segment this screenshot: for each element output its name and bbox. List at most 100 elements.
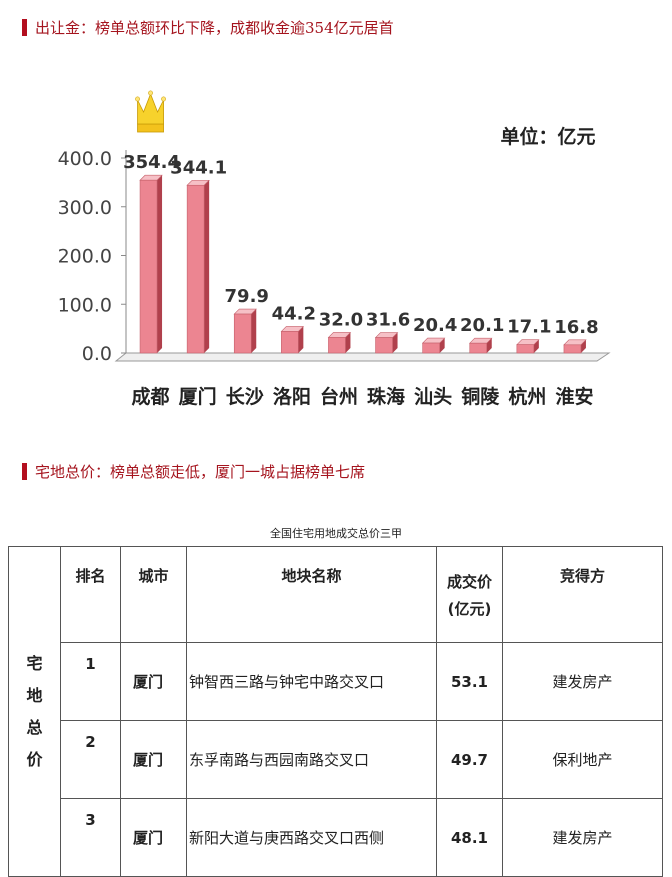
header-price-line2: (亿元) — [447, 599, 492, 618]
bar-side — [486, 338, 492, 353]
side-label-char: 价 — [26, 749, 43, 769]
table-header-row: 宅 地 总 价 排名 城市 地块名称 成交价 (亿元) 竞得方 — [8, 546, 663, 877]
data-label: 17.1 — [507, 317, 551, 338]
row-rank: 3 — [60, 798, 121, 877]
category-label: 厦门 — [179, 385, 217, 408]
data-label: 32.0 — [319, 309, 363, 330]
data-label: 20.4 — [413, 315, 457, 336]
heading-marker — [22, 18, 27, 36]
row-price: 48.1 — [436, 798, 503, 877]
bar-淮安 — [563, 339, 587, 354]
bar-长沙 — [233, 308, 257, 354]
category-label: 杭州 — [508, 385, 546, 408]
data-label: 16.8 — [554, 317, 598, 338]
category-label: 淮安 — [555, 385, 593, 408]
row-city: 厦门 — [120, 798, 187, 877]
bar-side — [204, 180, 210, 353]
bar-洛阳 — [280, 326, 305, 354]
bar-side — [533, 339, 539, 353]
crown-jewel — [148, 90, 154, 96]
row-rank: 2 — [60, 720, 121, 799]
header-price: 成交价 (亿元) — [436, 546, 503, 643]
table-title: 全国住宅用地成交总价三甲 — [270, 527, 402, 540]
header-winner: 竞得方 — [502, 546, 663, 643]
data-label: 44.2 — [272, 303, 316, 324]
table-row: 3 厦门 新阳大道与庚西路交叉口西侧 48.1 建发房产 — [9, 798, 663, 877]
row-winner: 建发房产 — [502, 642, 663, 721]
category-label: 铜陵 — [461, 385, 500, 408]
row-price: 49.7 — [436, 720, 503, 799]
crown-band — [137, 123, 164, 133]
row-plot: 东孚南路与西园南路交叉口 — [186, 720, 437, 799]
table-row: 1 厦门 钟智西三路与钟宅中路交叉口 53.1 建发房产 — [9, 642, 663, 721]
bar-side — [157, 175, 163, 353]
bar-厦门 — [186, 179, 210, 354]
bar-front — [469, 342, 488, 354]
bar-front — [139, 179, 158, 354]
category-label: 珠海 — [367, 385, 405, 408]
bar-front — [563, 344, 582, 354]
data-label: 31.6 — [366, 310, 410, 331]
bar-front — [281, 331, 299, 354]
heading-marker — [22, 462, 27, 480]
bar-front — [375, 337, 393, 354]
bar-side — [580, 339, 586, 353]
section-heading-land-revenue: 出让金：榜单总额环比下降，成都收金逾354亿元居首 — [22, 16, 394, 38]
residential-total-price-table: 宅 地 总 价 排名 城市 地块名称 成交价 (亿元) 竞得方 1 厦门 钟智西… — [8, 546, 663, 877]
side-label-char: 地 — [26, 685, 43, 705]
bar-珠海 — [374, 332, 399, 354]
y-tick-label: 400.0 — [58, 148, 112, 170]
crown-icon — [135, 90, 167, 133]
category-label: 洛阳 — [273, 385, 311, 408]
crown-jewel — [161, 96, 167, 102]
header-city: 城市 — [120, 546, 187, 643]
y-tick-label: 200.0 — [58, 246, 112, 268]
category-label: 成都 — [132, 385, 170, 408]
bar-side — [439, 338, 445, 353]
side-label-char: 宅 — [26, 653, 43, 673]
side-label-char: 总 — [26, 717, 43, 737]
side-label: 宅 地 总 价 — [8, 546, 61, 877]
row-price: 53.1 — [436, 642, 503, 721]
bar-汕头 — [421, 337, 446, 354]
section-heading-residential-total: 宅地总价：榜单总额走低，厦门一城占据榜单七席 — [22, 460, 365, 482]
crown-jewel — [135, 96, 141, 102]
header-plot: 地块名称 — [186, 546, 437, 643]
chart-svg: 0.0 100.0 200.0 300.0 400.0 354.4 成都 344.1 厦门 79… — [58, 90, 611, 408]
bar-side — [392, 332, 398, 353]
bar-台州 — [327, 332, 352, 354]
bar-成都 — [139, 174, 163, 354]
header-rank: 排名 — [60, 546, 121, 643]
bar-side — [298, 326, 304, 353]
data-label: 354.4 — [123, 152, 180, 173]
bar-front — [328, 337, 346, 354]
section-heading-text: 出让金：榜单总额环比下降，成都收金逾354亿元居首 — [35, 18, 394, 37]
row-city: 厦门 — [120, 642, 187, 721]
bar-铜陵 — [469, 337, 493, 354]
bar-front — [186, 184, 205, 354]
row-plot: 钟智西三路与钟宅中路交叉口 — [186, 642, 437, 721]
row-winner: 建发房产 — [502, 798, 663, 877]
data-label: 79.9 — [225, 286, 269, 307]
crown-points — [137, 92, 164, 125]
section-heading-text: 宅地总价：榜单总额走低，厦门一城占据榜单七席 — [35, 462, 366, 481]
row-rank: 1 — [60, 642, 121, 721]
chart-floor — [114, 352, 611, 362]
bar-front — [516, 344, 535, 354]
unit-label: 单位：亿元 — [500, 125, 595, 148]
row-winner: 保利地产 — [502, 720, 663, 799]
y-tick-label: 100.0 — [58, 294, 112, 316]
data-label: 20.1 — [460, 315, 504, 336]
table-row: 2 厦门 东孚南路与西园南路交叉口 49.7 保利地产 — [9, 720, 663, 799]
y-tick-label: 300.0 — [58, 197, 112, 219]
category-label: 台州 — [320, 385, 358, 408]
row-city: 厦门 — [120, 720, 187, 799]
bar-side — [345, 332, 351, 353]
bar-side — [251, 309, 257, 353]
data-label: 344.1 — [170, 157, 227, 178]
header-price-line1: 成交价 — [446, 572, 492, 591]
category-label: 长沙 — [226, 386, 264, 408]
bar-杭州 — [516, 339, 540, 354]
bar-front — [422, 342, 440, 354]
y-tick-label: 0.0 — [82, 343, 112, 365]
